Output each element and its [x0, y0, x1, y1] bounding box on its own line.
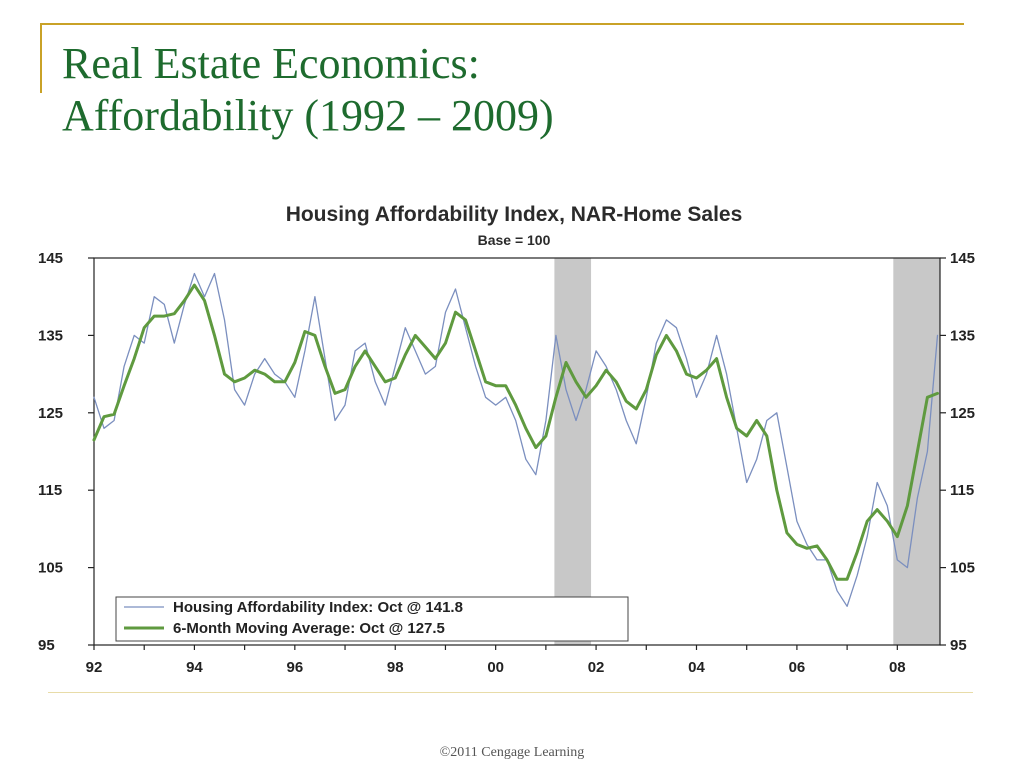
x-tick-label-06: 06: [789, 659, 806, 676]
chart-subtitle: Base = 100: [478, 232, 551, 248]
y-tick-label-right-135: 135: [950, 327, 975, 344]
legend-box: [115, 596, 629, 642]
legend: Housing Affordability Index: Oct @ 141.8…: [115, 596, 629, 642]
slide-bottom-rule: [48, 692, 973, 693]
y-tick-label-left-145: 145: [38, 250, 63, 267]
x-tick-label-98: 98: [387, 659, 404, 676]
recession-band-1: [554, 258, 592, 645]
series-lines: [92, 272, 939, 607]
plot-area-frame: [93, 257, 941, 646]
y-tick-label-right-125: 125: [950, 405, 975, 422]
y-tick-label-right-105: 105: [950, 560, 975, 577]
x-tick-label-08: 08: [889, 659, 906, 676]
x-tick-label-00: 00: [487, 659, 504, 676]
y-tick-label-left-125: 125: [38, 405, 63, 422]
y-tick-label-left-135: 135: [38, 327, 63, 344]
x-tick-label-96: 96: [286, 659, 303, 676]
slide-title-line-2: Affordability (1992 – 2009): [62, 91, 554, 140]
slide-title: Real Estate Economics: Affordability (19…: [62, 38, 554, 142]
slide-title-line-1: Real Estate Economics:: [62, 39, 480, 88]
y-tick-label-left-95: 95: [38, 637, 55, 654]
x-tick-label-94: 94: [186, 659, 203, 676]
copyright-footer: ©2011 Cengage Learning: [439, 745, 585, 760]
y-tick-label-left-105: 105: [38, 560, 63, 577]
y-tick-label-right-145: 145: [950, 250, 975, 267]
housing-affordability-chart: Housing Affordability Index, NAR-Home Sa…: [38, 203, 975, 676]
y-tick-label-right-115: 115: [950, 482, 974, 499]
series-line-affordability-index: [93, 272, 939, 607]
y-tick-label-right-95: 95: [950, 637, 967, 654]
x-tick-label-04: 04: [688, 659, 705, 676]
legend-label-affordability-index: Housing Affordability Index: Oct @ 141.8: [173, 599, 463, 616]
legend-label-moving-average: 6-Month Moving Average: Oct @ 127.5: [173, 620, 445, 637]
chart-container: Housing Affordability Index, NAR-Home Sa…: [36, 195, 992, 685]
series-line-moving-average: [92, 283, 939, 581]
slide-accent-left-rule: [40, 23, 42, 93]
x-tick-label-02: 02: [588, 659, 605, 676]
chart-title: Housing Affordability Index, NAR-Home Sa…: [286, 203, 743, 226]
y-tick-label-left-115: 115: [38, 482, 62, 499]
axis-ticks: 145 145 135 135 125 125 115 115 105 105 95 95 92 94 96…: [38, 250, 975, 676]
x-tick-label-92: 92: [86, 659, 103, 676]
slide-accent-top-rule: [40, 23, 964, 25]
recession-bands: [554, 258, 940, 645]
